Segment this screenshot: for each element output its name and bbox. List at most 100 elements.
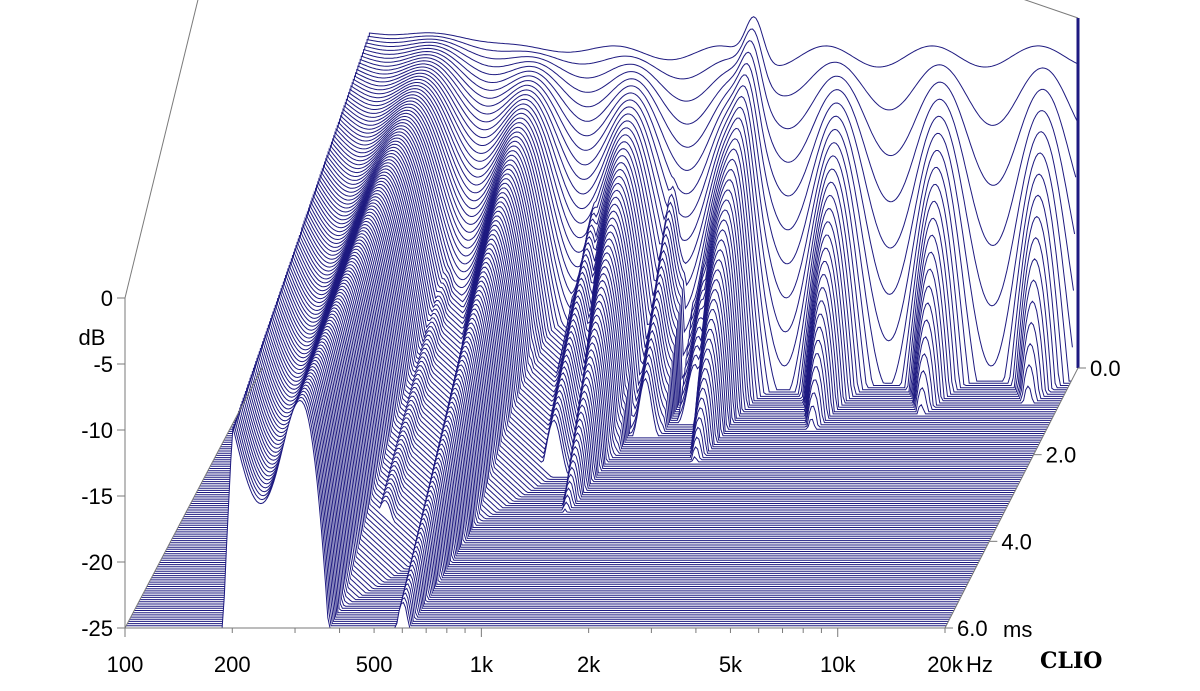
x-tick-label: 10k [820, 652, 856, 677]
waterfall-slice [136, 369, 957, 607]
waterfall-slice [157, 313, 977, 568]
waterfall-slice [149, 335, 969, 583]
waterfall-slice [134, 375, 954, 611]
waterfall-slice [244, 78, 1062, 403]
waterfall-slice [203, 189, 1021, 480]
y-tick-label: -5 [93, 352, 113, 377]
waterfall-slice [245, 75, 1063, 400]
waterfall-slice [176, 260, 996, 531]
waterfall-slice [165, 291, 985, 552]
waterfall-slice [140, 359, 960, 601]
waterfall-slice [190, 223, 1009, 504]
y-tick-label: -25 [81, 616, 113, 641]
waterfall-slice [173, 270, 992, 537]
waterfall-slice [150, 331, 970, 581]
z-axis-unit: ms [1003, 617, 1032, 642]
waterfall-slice [210, 171, 1028, 467]
x-tick-label: 200 [214, 652, 251, 677]
y-tick-label: -15 [81, 484, 113, 509]
waterfall-slice [218, 149, 1036, 452]
waterfall-slice [175, 264, 995, 533]
waterfall-slice [188, 230, 1007, 509]
waterfall-slice [220, 143, 1038, 448]
waterfall-slice [171, 276, 990, 542]
waterfall-slice [209, 174, 1027, 469]
waterfall-slice [204, 186, 1023, 478]
waterfall-slice [225, 131, 1043, 439]
waterfall-slice [219, 146, 1037, 450]
waterfall-slice [197, 205, 1016, 491]
waterfall-slice [181, 248, 1000, 522]
waterfall-slice [126, 396, 947, 627]
waterfall-slice [201, 196, 1019, 485]
waterfall-slice [154, 319, 975, 572]
slice-mask [160, 304, 980, 561]
waterfall-slice [160, 304, 980, 561]
waterfall-slice [199, 199, 1018, 487]
waterfall-slice [206, 180, 1025, 474]
waterfall-slice [164, 294, 983, 555]
waterfall-slice [172, 273, 991, 539]
waterfall-slice [146, 341, 967, 587]
waterfall-slice [213, 162, 1032, 461]
z-axis-line [944, 367, 1079, 629]
waterfall-slice [152, 325, 972, 577]
chart-frame [117, 0, 1086, 637]
waterfall-slice [156, 316, 976, 570]
z-tick-label: 2.0 [1046, 443, 1077, 468]
waterfall-slice [180, 251, 999, 524]
waterfall-slice [179, 254, 998, 526]
waterfall-slice [135, 372, 956, 609]
waterfall-slice [215, 156, 1034, 456]
waterfall-slice [166, 288, 986, 550]
x-tick-label: 5k [719, 652, 743, 677]
waterfall-slice [168, 282, 988, 546]
waterfall-slice [169, 279, 989, 544]
waterfall-slice [130, 384, 951, 618]
waterfall-slice [259, 38, 1077, 373]
waterfall-slice [260, 28, 1078, 371]
waterfall-slice [128, 390, 949, 622]
x-tick-label: 2k [577, 652, 601, 677]
waterfall-slice [205, 183, 1024, 477]
slice-mask [163, 298, 982, 556]
waterfall-slice [182, 245, 1001, 520]
waterfall-slice [221, 140, 1039, 445]
waterfall-slice [183, 242, 1002, 518]
waterfall-slice [247, 72, 1064, 397]
waterfall-slice [262, 16, 1079, 369]
waterfall-slice [145, 344, 966, 590]
waterfall-slice [207, 177, 1026, 472]
waterfall-slice [224, 134, 1042, 441]
waterfall-slice [186, 236, 1005, 513]
waterfall-slice [158, 310, 978, 566]
y-tick-label: 0 [101, 286, 113, 311]
waterfall-slice [137, 365, 958, 605]
waterfall-slice [194, 214, 1013, 498]
waterfall-slice [148, 338, 968, 585]
waterfall-slice [212, 165, 1030, 463]
waterfall-slice [214, 159, 1033, 459]
waterfall-slice [163, 298, 982, 557]
slice-mask [125, 400, 945, 628]
waterfall-slice [159, 307, 979, 563]
waterfall-slice [192, 217, 1011, 500]
waterfall-slice [141, 356, 961, 598]
waterfall-slice [256, 47, 1073, 380]
y-axis-title: dB [79, 325, 106, 350]
x-tick-label: 500 [356, 652, 393, 677]
waterfall-slice [187, 233, 1006, 511]
z-tick-label: 6.0 [957, 616, 988, 641]
waterfall-slice [144, 347, 964, 592]
waterfall-slice [167, 285, 987, 548]
x-tick-label: 100 [107, 652, 144, 677]
waterfall-slice [195, 211, 1014, 496]
waterfall-slice [211, 168, 1029, 465]
brand-logo-text: CLIO [1040, 648, 1102, 674]
waterfall-slice [151, 328, 971, 579]
z-tick-label: 4.0 [1001, 529, 1032, 554]
slice-mask [161, 301, 981, 559]
waterfall-slice [196, 208, 1015, 493]
waterfall-slice [249, 66, 1066, 393]
